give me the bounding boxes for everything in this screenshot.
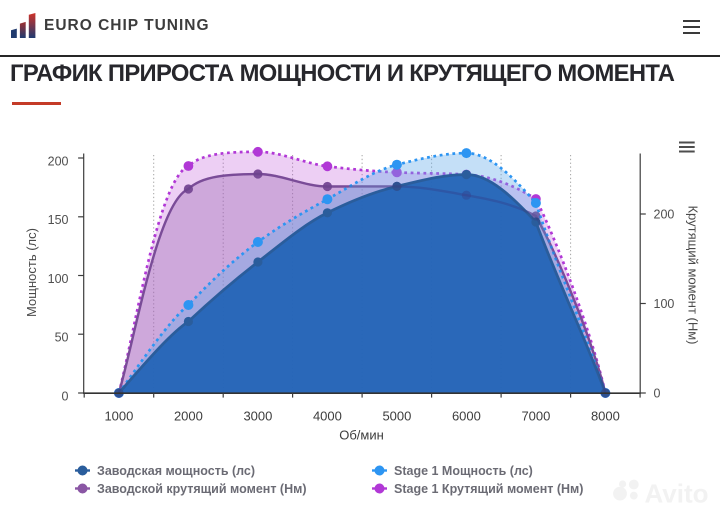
svg-text:50: 50 — [55, 331, 69, 345]
svg-text:200: 200 — [48, 154, 69, 168]
svg-text:5000: 5000 — [382, 408, 411, 423]
svg-text:2000: 2000 — [174, 408, 203, 423]
svg-text:Мощность (лс): Мощность (лс) — [24, 228, 39, 317]
svg-text:1000: 1000 — [104, 408, 133, 423]
svg-text:Stage 1 Крутящий момент (Нм): Stage 1 Крутящий момент (Нм) — [394, 482, 583, 496]
svg-text:100: 100 — [654, 297, 675, 311]
svg-text:Avito: Avito — [645, 478, 709, 508]
svg-text:4000: 4000 — [313, 408, 342, 423]
svg-text:0: 0 — [62, 389, 69, 403]
svg-text:Stage 1 Мощность (лс): Stage 1 Мощность (лс) — [394, 464, 533, 478]
svg-text:7000: 7000 — [521, 408, 550, 423]
svg-text:200: 200 — [654, 207, 675, 221]
svg-text:150: 150 — [48, 213, 69, 227]
svg-text:Об/мин: Об/мин — [339, 427, 384, 442]
svg-text:3000: 3000 — [243, 408, 272, 423]
svg-text:6000: 6000 — [452, 408, 481, 423]
svg-text:8000: 8000 — [591, 408, 620, 423]
svg-text:Крутящий момент (Нм): Крутящий момент (Нм) — [686, 205, 701, 344]
svg-text:100: 100 — [48, 272, 69, 286]
svg-text:0: 0 — [654, 386, 661, 400]
svg-text:Заводская мощность (лс): Заводская мощность (лс) — [97, 464, 255, 478]
svg-text:Заводской крутящий момент (Нм): Заводской крутящий момент (Нм) — [97, 482, 307, 496]
